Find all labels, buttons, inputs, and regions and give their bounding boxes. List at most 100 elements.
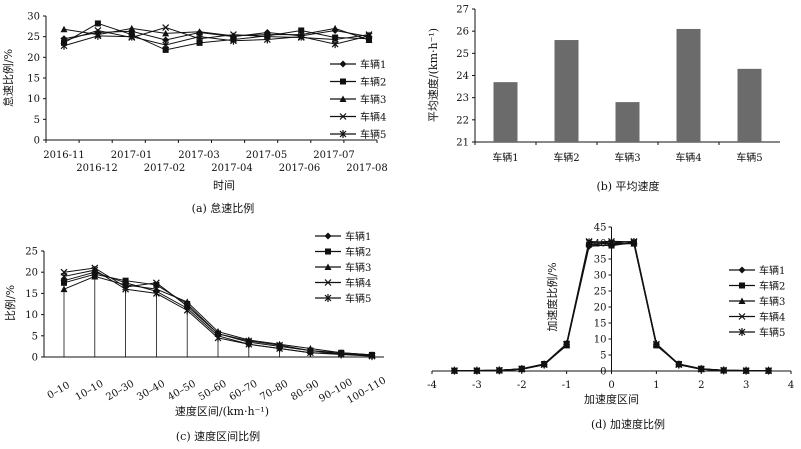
legend-marker-2 bbox=[340, 78, 346, 85]
data-point bbox=[128, 32, 136, 41]
x-tick-label: 车辆5 bbox=[736, 151, 762, 164]
x-tick-label: 2 bbox=[698, 380, 704, 391]
bar-车辆5 bbox=[737, 68, 762, 142]
chart-c: 0 5 10 15 20 25 0–10 10–1020–3030–4040–5050–606… bbox=[3, 230, 388, 443]
legend-label-2: 车辆2 bbox=[759, 280, 785, 293]
x-tick-label-upper: 2017-07 bbox=[313, 150, 355, 161]
bar-车辆2 bbox=[554, 40, 579, 142]
data-point bbox=[518, 365, 526, 374]
data-point bbox=[196, 28, 204, 35]
data-point bbox=[245, 340, 253, 349]
x-tick-label: 车辆2 bbox=[553, 151, 579, 164]
y-tick-label: 10 bbox=[25, 310, 38, 321]
y-tick-label: 15 bbox=[27, 74, 40, 85]
legend-marker-4 bbox=[324, 279, 332, 286]
data-point bbox=[162, 29, 170, 37]
caption-a: (a) 怠速比例 bbox=[192, 201, 255, 215]
data-point bbox=[152, 285, 160, 293]
y-tick-label: 40 bbox=[594, 239, 607, 250]
x-tick-label-lower: 2017-02 bbox=[144, 163, 186, 174]
data-point bbox=[332, 34, 339, 41]
data-point bbox=[563, 340, 571, 349]
data-point bbox=[608, 237, 615, 246]
legend-marker-1 bbox=[324, 232, 332, 240]
x-tick-label: 3 bbox=[743, 380, 749, 391]
x-tick-label: 4 bbox=[788, 380, 794, 391]
y-tick-label: 5 bbox=[32, 331, 38, 342]
x-tick-label-lower: 2017-04 bbox=[211, 163, 253, 174]
data-point bbox=[306, 348, 314, 357]
y-tick-label: 22 bbox=[456, 115, 469, 126]
x-axis-label: 时间 bbox=[213, 179, 235, 192]
y-tick-label: 26 bbox=[456, 27, 469, 38]
x-axis-label: 速度区间/(km·h⁻¹) bbox=[175, 404, 269, 418]
x-tick-label: 30–40 bbox=[135, 378, 167, 403]
x-tick-label-lower: 2016-12 bbox=[76, 163, 118, 174]
y-tick-label: 20 bbox=[594, 303, 607, 314]
legend-marker-3 bbox=[339, 95, 347, 102]
bar-车辆4 bbox=[676, 28, 701, 143]
caption-d: (d) 加速度比例 bbox=[591, 417, 665, 431]
data-point bbox=[276, 344, 284, 353]
legend-label-2: 车辆2 bbox=[345, 246, 371, 259]
data-point bbox=[585, 238, 593, 247]
data-point bbox=[153, 281, 160, 288]
data-point bbox=[331, 40, 339, 49]
data-point bbox=[675, 360, 683, 369]
legend-label-1: 车辆1 bbox=[360, 58, 386, 71]
data-point bbox=[152, 279, 160, 287]
data-point bbox=[473, 366, 481, 375]
x-tick-label: 0 bbox=[608, 380, 614, 391]
y-tick-label: 10 bbox=[594, 335, 607, 346]
data-point bbox=[540, 360, 548, 369]
x-tick-label: -3 bbox=[472, 380, 482, 391]
y-axis-label: 怠速比例/% bbox=[1, 49, 15, 107]
bar-车辆1 bbox=[493, 82, 518, 142]
y-axis-label: 比例/% bbox=[3, 285, 17, 321]
data-point bbox=[94, 27, 102, 34]
x-tick-label: 80–90 bbox=[289, 378, 321, 403]
data-point bbox=[297, 32, 305, 41]
y-axis-label: 加速度比例/% bbox=[545, 262, 559, 331]
x-tick-label: 车辆1 bbox=[492, 151, 518, 164]
series-line-2 bbox=[63, 22, 370, 51]
y-tick-label: 20 bbox=[27, 53, 40, 64]
legend-label-4: 车辆4 bbox=[345, 277, 371, 290]
data-point bbox=[152, 289, 160, 298]
x-tick-label: 60–70 bbox=[228, 378, 260, 403]
data-point bbox=[91, 272, 99, 280]
legend-label-4: 车辆4 bbox=[759, 311, 785, 324]
data-point bbox=[365, 31, 373, 40]
chart-d: -4 -3 -2 -1 0 1 2 3 4051015202530354045加速度区间加速度比… bbox=[427, 223, 794, 432]
data-point bbox=[162, 40, 170, 49]
data-point bbox=[122, 285, 130, 294]
x-tick-label: -4 bbox=[427, 380, 437, 391]
data-point bbox=[183, 306, 191, 315]
data-point bbox=[94, 31, 102, 40]
x-tick-label-lower: 2017-08 bbox=[346, 163, 388, 174]
data-point bbox=[214, 333, 222, 342]
x-tick-label: 10–10 bbox=[74, 378, 106, 403]
data-point bbox=[229, 32, 237, 39]
legend-label-1: 车辆1 bbox=[345, 230, 371, 243]
x-tick-label-upper: 2017-03 bbox=[178, 150, 220, 161]
legend-marker-4 bbox=[339, 113, 347, 120]
legend-marker-4 bbox=[738, 313, 746, 320]
x-tick-label: -1 bbox=[562, 380, 572, 391]
y-tick-label: 0 bbox=[32, 353, 38, 364]
legend-label-3: 车辆3 bbox=[345, 261, 371, 274]
caption-c: (c) 速度区间比例 bbox=[176, 429, 260, 443]
y-axis-label: 平均速度/(km·h⁻¹) bbox=[426, 28, 440, 122]
legend-label-5: 车辆5 bbox=[759, 326, 785, 339]
legend-label-5: 车辆5 bbox=[360, 128, 386, 141]
data-point bbox=[652, 340, 660, 349]
legend-marker-1 bbox=[738, 266, 746, 274]
chart-a: 0 5 10 15 20 25 30 2016-11 2017-01 2017-03 2017-05… bbox=[1, 12, 388, 216]
data-point bbox=[765, 366, 772, 375]
data-point bbox=[495, 366, 503, 375]
x-axis-label: 加速度区间 bbox=[584, 392, 639, 406]
y-tick-label: 25 bbox=[594, 287, 607, 298]
x-tick-label: 50–60 bbox=[197, 378, 229, 403]
legend-label-3: 车辆3 bbox=[360, 93, 386, 106]
data-point bbox=[742, 366, 750, 375]
